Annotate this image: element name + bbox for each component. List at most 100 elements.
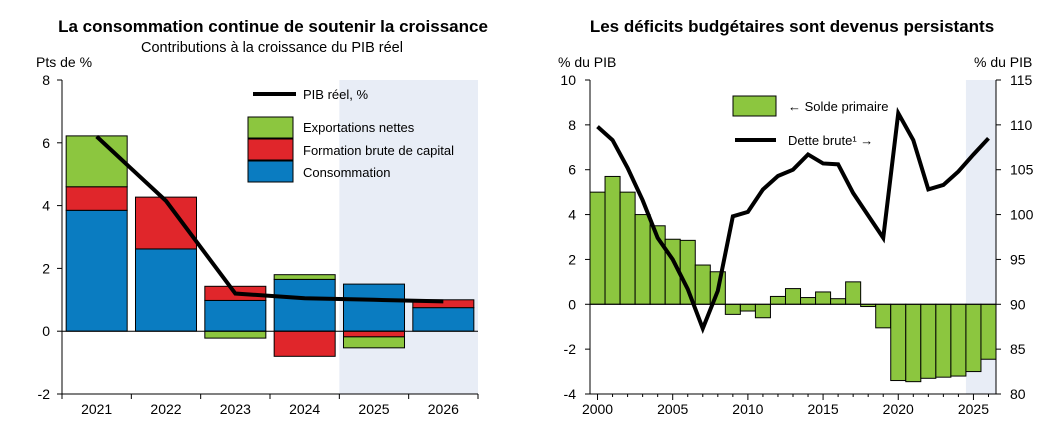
bar-investment [273, 330, 336, 357]
right-right-y-tick-label: 95 [1010, 251, 1026, 267]
bar-investment [134, 196, 198, 250]
right-right-y-tick-label: 105 [1010, 162, 1034, 178]
left-x-tick-label: 2023 [220, 401, 251, 417]
left-x-tick-label: 2024 [289, 401, 320, 417]
primary-balance-bar [890, 303, 907, 382]
right-right-axis-label: % du PIB [974, 54, 1032, 70]
right-left-y-tick-label: 10 [560, 72, 576, 88]
primary-balance-bar [935, 303, 952, 378]
left-axes [57, 79, 479, 399]
primary-balance-bar [694, 264, 711, 305]
primary-balance-bar [679, 239, 696, 305]
left-y-tick-label: -2 [38, 386, 51, 402]
right-legend: ← Solde primaire Dette brute¹ → [732, 95, 888, 148]
bar-investment [342, 330, 406, 338]
right-left-y-tick-label: 0 [568, 296, 576, 312]
primary-balance-bar [905, 303, 922, 383]
legend-label-investment: Formation brute de capital [303, 143, 454, 158]
primary-balance-bar [784, 288, 802, 305]
bar-investment [65, 186, 128, 211]
primary-balance-bar [845, 281, 862, 305]
left-chart-subtitle: Contributions à la croissance du PIB rée… [141, 40, 403, 56]
left-x-tick-label: 2026 [428, 401, 459, 417]
right-right-y-tick-label: 115 [1010, 72, 1033, 88]
right-left-axis-label: % du PIB [558, 54, 616, 70]
right-chart-title: Les déficits budgétaires sont devenus pe… [590, 17, 994, 36]
primary-balance-bar [815, 291, 832, 305]
bar-exports [204, 330, 267, 339]
right-left-y-tick-label: 4 [568, 207, 576, 223]
bar-consumption [134, 248, 198, 332]
right-x-tick-label: 2005 [657, 401, 688, 417]
left-chart: La consommation continue de soutenir la … [36, 17, 488, 417]
primary-balance-bar [800, 297, 817, 305]
bar-exports [273, 274, 336, 280]
right-right-y-tick-label: 100 [1010, 207, 1034, 223]
right-left-y-tick-label: -2 [564, 341, 577, 357]
left-y-axis-label: Pts de % [36, 54, 92, 70]
primary-balance-bars [589, 175, 997, 383]
primary-balance-bar [754, 303, 771, 319]
bar-consumption [273, 278, 336, 332]
bar-consumption [65, 209, 128, 332]
right-x-tick-label: 2000 [582, 401, 613, 417]
primary-balance-bar [619, 191, 636, 305]
left-y-ticks: -2 0 2 4 6 8 [38, 72, 51, 402]
legend-label-gross-debt: Dette brute¹ → [788, 133, 873, 148]
right-x-tick-label: 2015 [807, 401, 838, 417]
right-left-y-ticks: -4 -2 0 2 4 6 8 10 [560, 72, 576, 402]
legend-label-exports: Exportations nettes [303, 120, 415, 135]
right-right-y-tick-label: 80 [1010, 386, 1026, 402]
primary-balance-bar [604, 175, 621, 305]
left-y-tick-label: 2 [42, 260, 50, 276]
left-y-tick-label: 6 [42, 135, 50, 151]
primary-balance-bar [739, 303, 756, 312]
primary-balance-bar [724, 303, 741, 315]
left-y-tick-label: 8 [42, 72, 50, 88]
bar-exports [65, 135, 128, 188]
right-right-y-ticks: 80 85 90 95 100 105 110 115 [1010, 72, 1034, 402]
left-y-tick-label: 0 [42, 323, 50, 339]
legend-swatch-exports [247, 116, 294, 139]
primary-balance-bar [875, 303, 892, 329]
right-axes [585, 79, 1001, 400]
right-left-y-tick-label: -4 [564, 386, 577, 402]
primary-balance-bar [950, 303, 967, 377]
legend-swatch-investment [247, 138, 294, 161]
right-x-tick-label: 2025 [958, 401, 989, 417]
primary-balance-bar [589, 191, 606, 305]
primary-balance-bar [980, 303, 997, 360]
right-left-y-tick-label: 8 [568, 117, 576, 133]
primary-balance-bar [634, 214, 651, 305]
right-left-y-tick-label: 6 [568, 162, 576, 178]
right-right-y-tick-label: 90 [1010, 296, 1026, 312]
legend-label-pib: PIB réel, % [303, 87, 368, 102]
bar-exports [342, 336, 406, 349]
legend-label-primary-balance: ← Solde primaire [788, 99, 888, 114]
right-x-tick-label: 2020 [883, 401, 914, 417]
right-right-y-tick-label: 85 [1010, 341, 1026, 357]
bar-consumption [342, 283, 406, 332]
legend-swatch-consumption [247, 160, 294, 183]
left-x-ticks: 2021 2022 2023 2024 2025 2026 [81, 401, 459, 417]
left-x-tick-label: 2022 [150, 401, 181, 417]
bar-consumption [204, 299, 267, 332]
pib-line [95, 135, 444, 304]
left-bars [65, 135, 475, 357]
right-x-tick-label: 2010 [732, 401, 763, 417]
primary-balance-bar [830, 298, 847, 305]
primary-balance-bar [965, 303, 982, 373]
left-x-tick-label: 2025 [358, 401, 389, 417]
bar-consumption [412, 307, 475, 332]
left-chart-title: La consommation continue de soutenir la … [58, 17, 488, 36]
right-x-ticks: 2000 2005 2010 2015 2020 2025 [582, 401, 989, 417]
left-y-tick-label: 4 [42, 198, 50, 214]
legend-label-consumption: Consommation [303, 165, 390, 180]
legend-swatch-primary-balance [732, 95, 777, 117]
left-x-tick-label: 2021 [81, 401, 112, 417]
primary-balance-bar [920, 303, 937, 379]
right-chart: Les déficits budgétaires sont devenus pe… [558, 17, 1034, 417]
left-legend: PIB réel, % Exportations nettes Formatio… [247, 87, 454, 183]
